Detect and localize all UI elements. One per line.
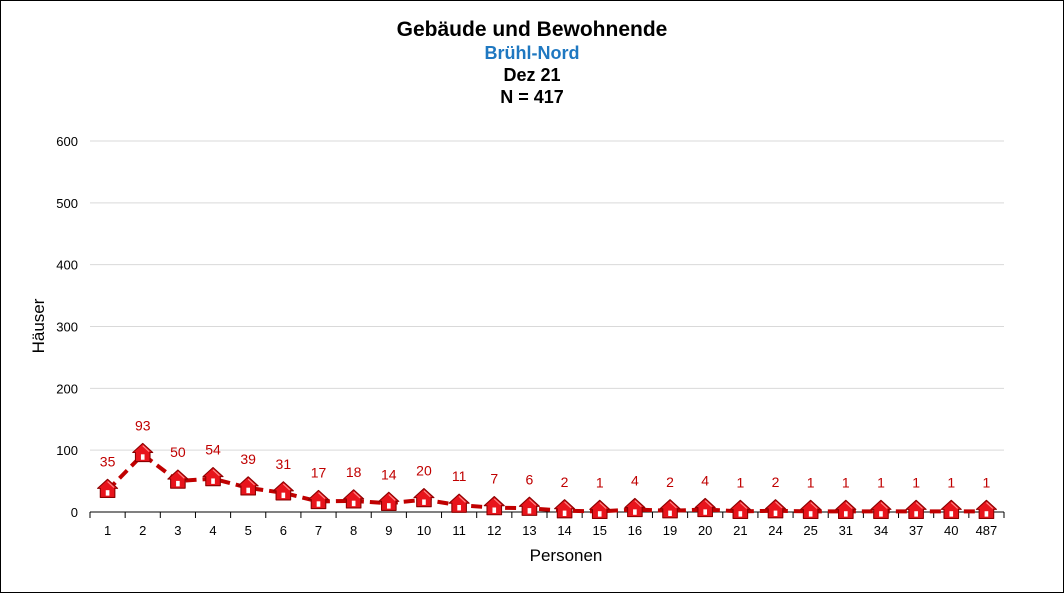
data-label: 1 <box>983 474 991 490</box>
y-tick-label: 400 <box>56 258 78 273</box>
house-marker <box>624 497 646 518</box>
x-tick-label: 1 <box>104 523 111 538</box>
series-houses <box>97 442 997 520</box>
x-tick-label: 20 <box>698 523 712 538</box>
house-marker <box>870 499 892 520</box>
x-tick-label: 13 <box>522 523 536 538</box>
house-marker <box>343 489 365 509</box>
x-tick-label: 487 <box>976 523 998 538</box>
x-axis-label: Personen <box>530 546 603 565</box>
data-label: 1 <box>947 474 955 490</box>
x-tick-label: 19 <box>663 523 677 538</box>
x-tick-label: 15 <box>592 523 606 538</box>
y-tick-label: 0 <box>71 505 78 520</box>
data-label: 17 <box>311 464 327 480</box>
house-marker <box>202 466 224 487</box>
x-tick-label: 5 <box>245 523 252 538</box>
y-tick-label: 300 <box>56 320 78 335</box>
x-tick-label: 12 <box>487 523 501 538</box>
x-tick-label: 7 <box>315 523 322 538</box>
house-marker <box>800 499 822 520</box>
x-tick-label: 4 <box>209 523 216 538</box>
house-marker <box>694 497 716 518</box>
house-marker <box>167 469 189 489</box>
house-marker <box>483 496 505 516</box>
house-marker <box>132 442 154 463</box>
chart-title: Gebäude und Bewohnende <box>396 18 668 41</box>
data-label: 31 <box>276 456 292 472</box>
y-tick-label: 600 <box>56 134 78 149</box>
house-marker <box>272 481 294 501</box>
house-marker <box>518 496 540 516</box>
x-tick-label: 14 <box>557 523 571 538</box>
y-tick-label: 100 <box>56 443 78 458</box>
x-tick-label: 24 <box>768 523 782 538</box>
chart-period: Dez 21 <box>503 65 561 85</box>
house-marker <box>307 489 330 510</box>
x-tick-label: 11 <box>452 523 466 538</box>
house-marker <box>448 493 470 513</box>
data-label: 54 <box>205 442 221 458</box>
house-marker <box>905 499 927 520</box>
data-label: 1 <box>807 474 815 490</box>
chart-titles: Gebäude und Bewohnende Brühl-Nord Dez 21… <box>0 18 1064 108</box>
data-label: 1 <box>736 474 744 490</box>
x-tick-label: 31 <box>839 523 853 538</box>
data-label: 2 <box>666 474 674 490</box>
x-tick-label: 3 <box>174 523 181 538</box>
data-label: 1 <box>877 474 885 490</box>
house-marker <box>378 491 400 511</box>
house-marker <box>835 499 857 520</box>
data-label: 4 <box>701 473 709 489</box>
data-label: 35 <box>100 453 116 469</box>
y-tick-label: 200 <box>56 381 78 396</box>
data-label: 4 <box>631 473 639 489</box>
x-tick-label: 9 <box>385 523 392 538</box>
x-tick-label: 21 <box>733 523 747 538</box>
x-tick-label: 2 <box>139 523 146 538</box>
chart-subtitle: Brühl-Nord <box>484 43 580 63</box>
x-tick-label: 37 <box>909 523 923 538</box>
x-tick-label: 6 <box>280 523 287 538</box>
house-marker <box>764 499 787 519</box>
chart-n-label: N = 417 <box>500 87 564 107</box>
data-label: 6 <box>526 471 534 487</box>
house-marker <box>589 499 611 520</box>
x-tick-label: 25 <box>803 523 817 538</box>
x-tick-label: 10 <box>417 523 431 538</box>
x-tick-label: 34 <box>874 523 888 538</box>
house-marker <box>975 499 997 520</box>
y-axis-label: Häuser <box>29 298 48 353</box>
grid-lines <box>90 140 1004 451</box>
house-marker <box>237 476 259 496</box>
house-marker <box>659 499 681 519</box>
data-label: 18 <box>346 464 362 480</box>
house-marker <box>729 499 751 520</box>
house-marker <box>554 499 576 519</box>
data-label: 1 <box>912 474 920 490</box>
data-label: 39 <box>240 451 256 467</box>
data-label: 11 <box>452 468 467 484</box>
house-marker <box>940 499 962 520</box>
data-label: 1 <box>842 474 850 490</box>
data-label: 1 <box>596 474 604 490</box>
house-marker <box>413 487 435 508</box>
data-label: 20 <box>416 463 432 479</box>
data-label: 50 <box>170 444 186 460</box>
data-label: 93 <box>135 417 151 433</box>
data-label: 2 <box>561 474 569 490</box>
x-tick-label: 40 <box>944 523 958 538</box>
data-label: 7 <box>490 471 498 487</box>
x-tick-label: 8 <box>350 523 357 538</box>
x-tick-label: 16 <box>628 523 642 538</box>
y-tick-label: 500 <box>56 196 78 211</box>
series-line <box>106 452 987 514</box>
data-label: 14 <box>381 466 397 482</box>
data-label: 2 <box>772 474 780 490</box>
